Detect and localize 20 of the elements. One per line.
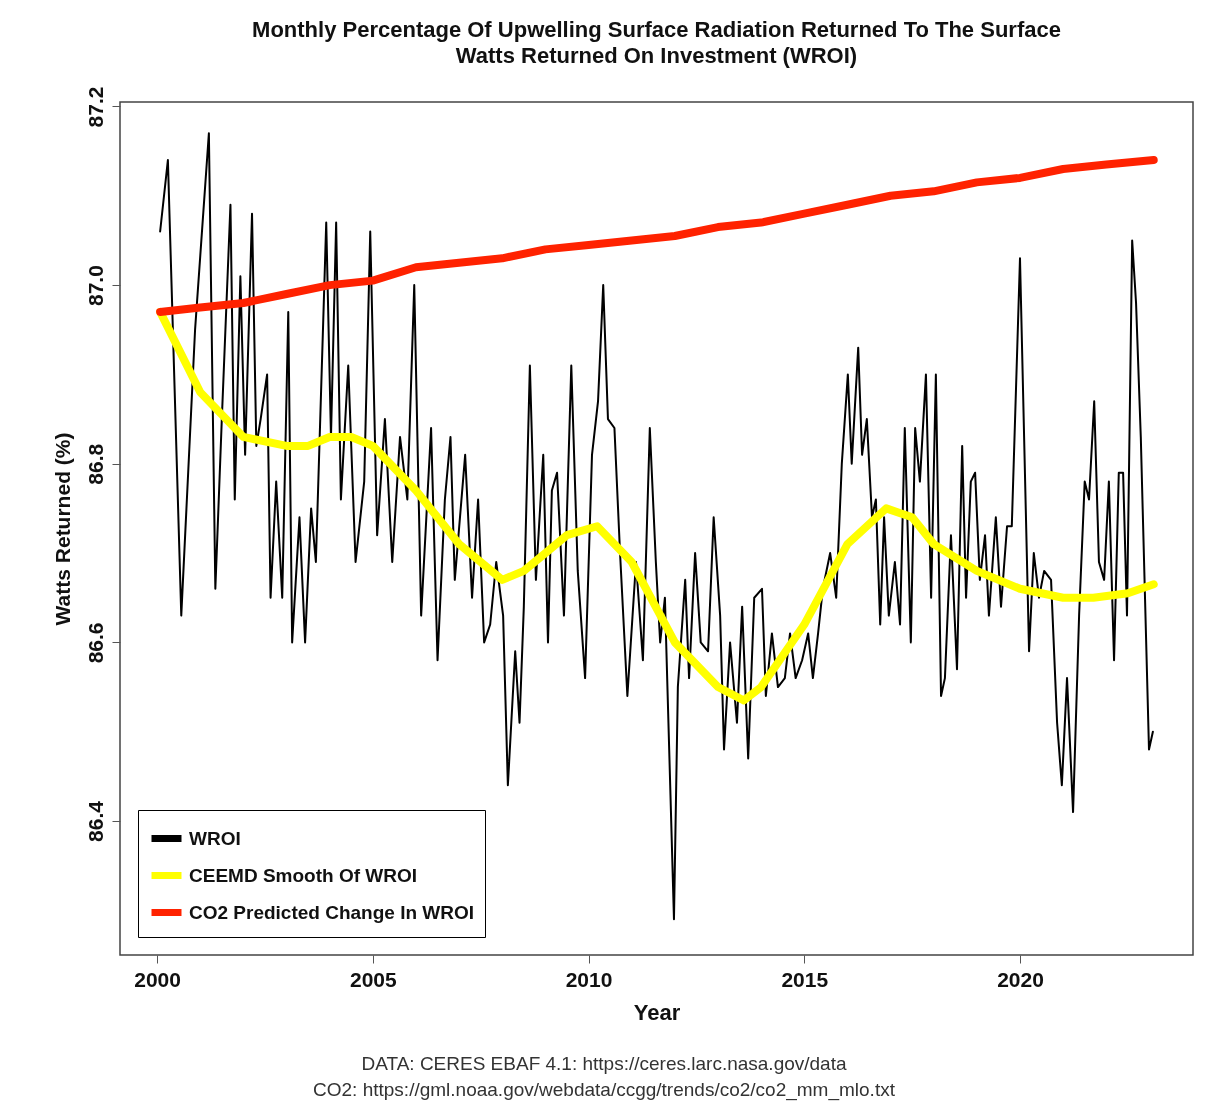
- y-tick-label: 86.4: [83, 800, 107, 842]
- text: CO2: https://gml.noaa.gov/webdata/ccgg/trends/co2/co2_mm_mlo.txt: [312, 1078, 896, 1103]
- x-tick-label: 2005: [349, 967, 397, 991]
- legend-label: CEEMD Smooth Of WROI: [189, 864, 417, 886]
- legend-label: CO2 Predicted Change In WROI: [189, 901, 475, 923]
- y-tick-label: 87.2: [83, 86, 107, 128]
- x-tick-label: 2000: [134, 967, 181, 991]
- line-series: [159, 132, 1154, 921]
- chart-subtitle: Watts Returned On Investment (WROI): [455, 43, 858, 69]
- chart-title: Monthly Percentage Of Upwelling Surface Radiation Returned To The Surface: [252, 17, 1061, 43]
- y-axis-title: Watts Returned (%): [50, 432, 74, 626]
- y-tick-label: 86.6: [83, 622, 107, 664]
- x-axis-title: Year: [633, 999, 681, 1025]
- text: DATA: CERES EBAF 4.1: https://ceres.larc.nasa.gov/data: [360, 1052, 848, 1076]
- y-tick-label: 87.0: [83, 265, 107, 307]
- x-tick-label: 2015: [781, 967, 829, 991]
- x-tick-label: 2010: [565, 967, 613, 991]
- x-tick-label: 2020: [997, 967, 1044, 991]
- y-tick-label: 86.8: [83, 443, 107, 485]
- legend-label: WROI: [189, 827, 241, 849]
